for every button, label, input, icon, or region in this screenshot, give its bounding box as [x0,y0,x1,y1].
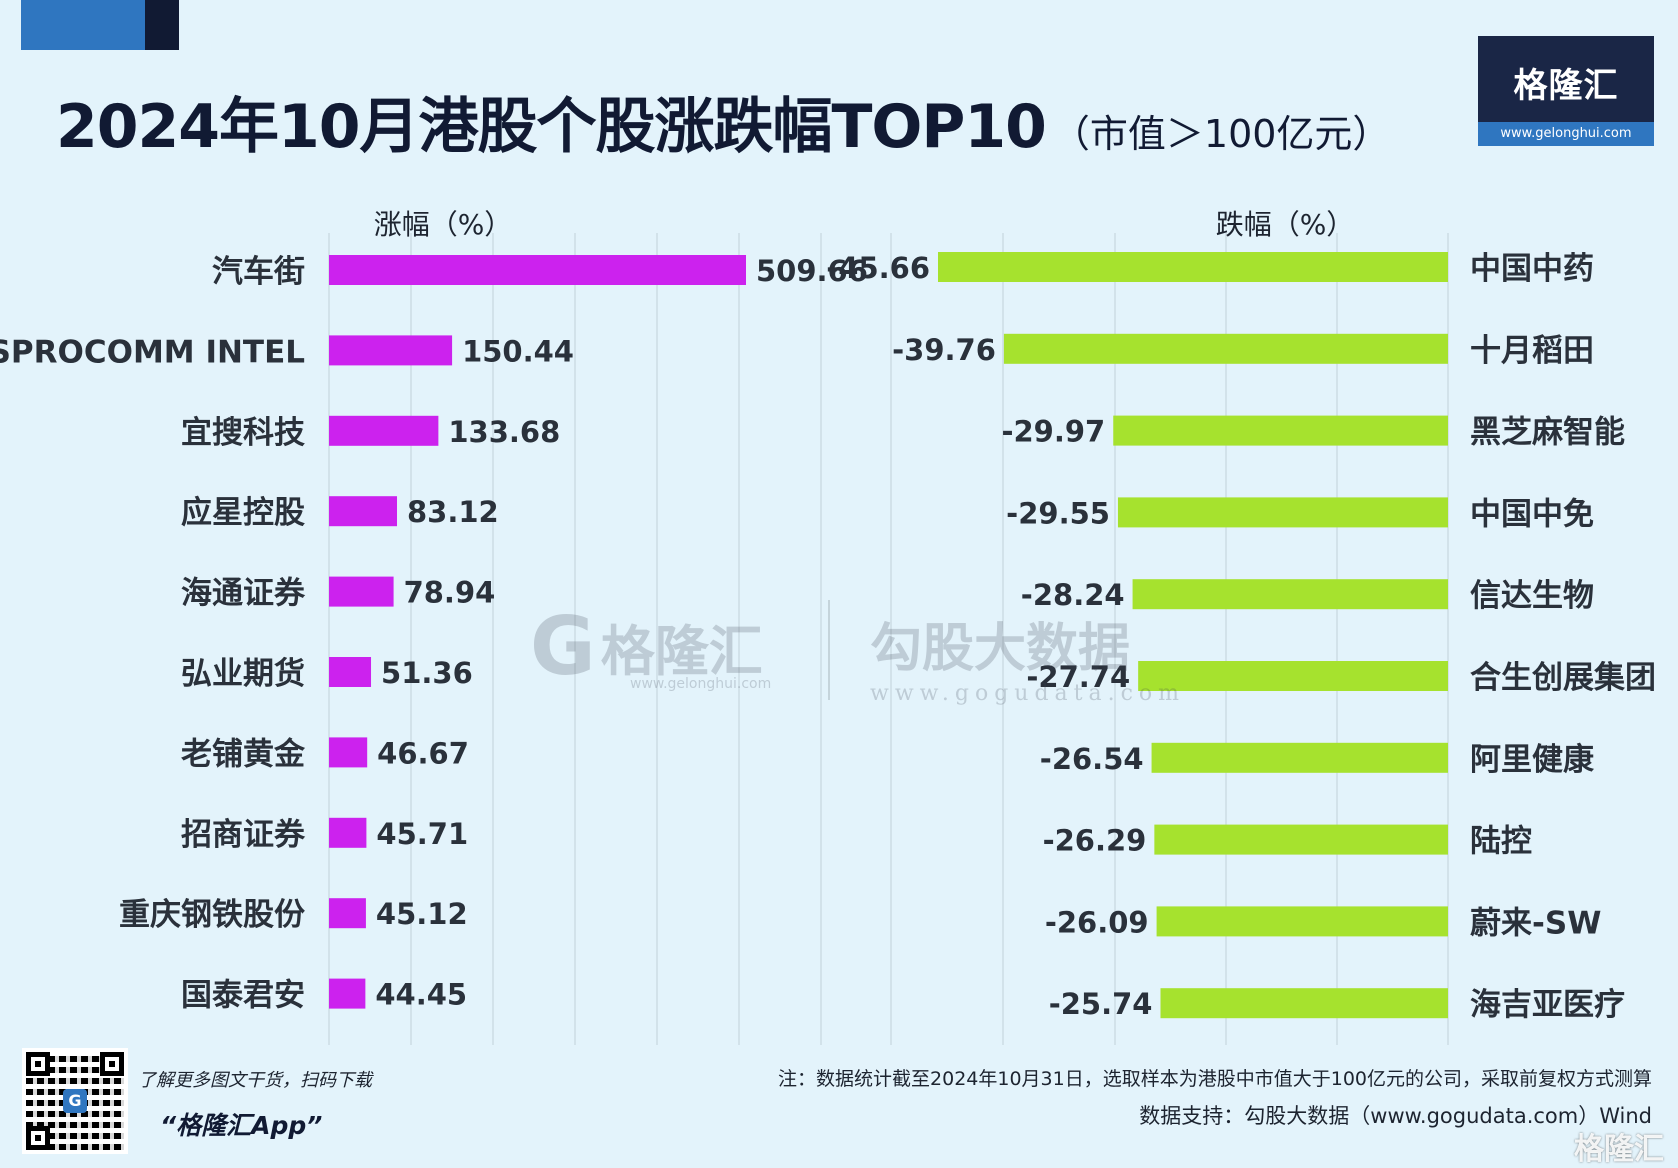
loss-bar [1138,661,1448,691]
data-source: 数据支持：勾股大数据（www.gogudata.com）Wind [1139,1104,1652,1128]
brand-logo-text: 格隆汇 [1513,66,1619,106]
qr-finder-top-right [100,1052,124,1076]
qr-finder-top-left [26,1052,50,1076]
gain-value-label: 44.45 [375,978,467,1012]
gain-category-label: 弘业期货 [181,656,305,692]
left-axis-label: 涨幅（%） [374,208,513,241]
loss-bar [1132,579,1448,610]
gain-bar [329,898,366,929]
gain-value-label: 45.12 [376,897,468,931]
gain-value-label: 150.44 [462,334,574,368]
loss-value-label: -39.76 [892,333,996,367]
loss-category-label: 蔚来-SW [1470,905,1601,941]
gain-value-label: 83.12 [407,495,499,529]
loss-value-label: -29.55 [1006,496,1110,530]
loss-value-label: -25.74 [1049,987,1153,1021]
gain-category-label: 汽车街 [212,254,305,290]
gain-bar [329,576,394,607]
gain-bar [329,255,746,285]
gain-bar [329,335,453,366]
gain-category-label: SPROCOMM INTEL [0,334,305,370]
gain-value-label: 45.71 [376,817,468,851]
gain-category-label: 应星控股 [181,495,305,531]
gain-bar [329,817,367,848]
loss-category-label: 陆控 [1470,824,1532,860]
brand-logo: 格隆汇 www.gelonghui.com [1478,36,1654,146]
qr-center-g-icon: G [63,1089,87,1113]
loss-category-label: 合生创展集团 [1470,660,1656,696]
brand-logo-url: www.gelonghui.com [1478,122,1654,146]
loss-value-label: -26.09 [1045,905,1149,939]
gain-value-label: 133.68 [448,415,560,449]
gain-category-label: 海通证券 [181,576,306,612]
qr-code[interactable]: G [22,1048,128,1154]
loss-category-label: 黑芝麻智能 [1470,415,1625,451]
chart-title: 2024年10月港股个股涨跌幅TOP10 （市值＞100亿元） [56,78,1456,165]
loss-category-label: 信达生物 [1470,578,1594,614]
app-name: “格隆汇App” [160,1111,323,1140]
loss-value-label: -27.74 [1026,660,1130,694]
loss-bar [1160,988,1448,1019]
gain-bar [329,657,372,687]
loss-bar [1003,333,1448,364]
corner-logo: 格隆汇 [1574,1132,1664,1167]
loss-category-label: 阿里健康 [1470,742,1595,778]
header-decoration-navy [145,0,179,50]
gain-bar [329,415,439,446]
loss-value-label: -26.29 [1043,824,1147,858]
gain-bar [329,496,398,527]
gain-value-label: 509.66 [756,254,868,288]
loss-value-label: -28.24 [1021,578,1125,612]
gain-bar [329,978,366,1009]
gain-category-label: 招商证券 [181,817,306,853]
loss-category-label: 十月稻田 [1470,333,1594,369]
qr-finder-bottom-left [26,1126,50,1150]
loss-category-label: 中国中药 [1470,251,1594,287]
gain-value-label: 51.36 [381,656,473,690]
loss-bar [1117,497,1448,528]
gain-value-label: 46.67 [377,736,469,770]
gain-category-label: 宜搜科技 [181,415,305,451]
header-decoration-blue [21,0,145,50]
gain-category-label: 老铺黄金 [181,736,306,772]
right-axis-label: 跌幅（%） [1216,208,1355,241]
loss-bar [1113,415,1448,446]
qr-caption: 了解更多图文干货，扫码下载 [138,1070,372,1091]
loss-category-label: 中国中免 [1470,496,1594,532]
gain-category-label: 重庆钢铁股份 [119,897,305,933]
loss-value-label: -45.66 [826,251,930,285]
loss-bar [1156,906,1448,937]
loss-bar [938,252,1448,282]
footnote: 注：数据统计截至2024年10月31日，选取样本为港股中市值大于100亿元的公司… [778,1068,1652,1090]
loss-bar [1151,742,1448,773]
loss-bar [1154,824,1448,855]
gain-category-label: 国泰君安 [181,978,305,1014]
loss-value-label: -26.54 [1040,742,1144,776]
gain-bar [329,737,368,768]
loss-category-label: 海吉亚医疗 [1470,987,1625,1023]
gain-value-label: 78.94 [404,576,496,610]
chart-title-text: 2024年10月港股个股涨跌幅TOP10 [56,92,1047,162]
chart-subtitle: （市值＞100亿元） [1051,112,1391,156]
loss-value-label: -29.97 [1001,415,1105,449]
